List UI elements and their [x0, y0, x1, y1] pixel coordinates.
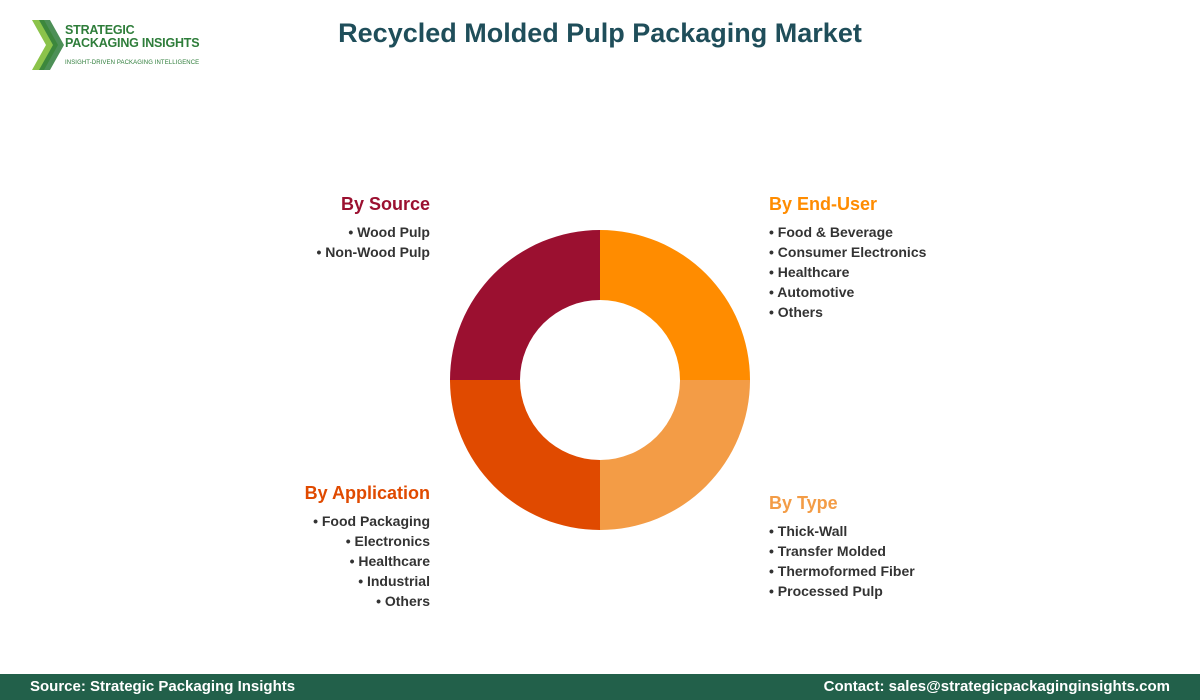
- donut-segment-end-user: [600, 230, 750, 380]
- segment-list-item: • Healthcare: [349, 553, 430, 569]
- segment-title-application: By Application: [304, 483, 430, 503]
- segment-by-application: By Application • Food Packaging • Electro…: [305, 482, 430, 611]
- logo: STRATEGIC PACKAGING INSIGHTS INSIGHT-DRI…: [30, 18, 220, 72]
- logo-tagline: INSIGHT-DRIVEN PACKAGING INTELLIGENCE: [65, 60, 200, 66]
- segment-list-item: • Consumer Electronics: [769, 244, 927, 260]
- segment-list-item: • Transfer Molded: [769, 543, 886, 559]
- logo-chevron-icon: [32, 20, 64, 70]
- footer-source: Source: Strategic Packaging Insights: [30, 678, 296, 695]
- segment-list-item: • Others: [769, 304, 823, 320]
- segment-list-item: • Food Packaging: [313, 513, 430, 529]
- segment-by-end-user: By End-User • Food & Beverage • Consumer …: [769, 193, 926, 322]
- segment-list-item: • Thick-Wall: [769, 523, 848, 539]
- segment-by-source: By Source • Wood Pulp • Non-Wood Pulp: [316, 193, 430, 262]
- segment-list-item: • Non-Wood Pulp: [316, 244, 430, 260]
- logo-text-line1: STRATEGIC: [65, 23, 135, 37]
- segment-title-type: By Type: [769, 493, 838, 513]
- donut-segment-source: [450, 230, 600, 380]
- segment-list-item: • Food & Beverage: [769, 224, 893, 240]
- donut-segment-type: [600, 380, 750, 530]
- donut-segment-application: [450, 380, 600, 530]
- footer-bar: Source: Strategic Packaging Insights Con…: [0, 674, 1200, 700]
- segment-list-item: • Industrial: [358, 573, 430, 589]
- page-title: Recycled Molded Pulp Packaging Market: [338, 18, 862, 48]
- segment-list-item: • Electronics: [345, 533, 430, 549]
- segment-by-type: By Type • Thick-Wall • Transfer Molded • T…: [769, 492, 915, 601]
- segment-list-item: • Thermoformed Fiber: [769, 563, 915, 579]
- segment-list-item: • Others: [376, 593, 430, 609]
- segment-list-item: • Wood Pulp: [348, 224, 430, 240]
- segment-list-item: • Automotive: [769, 284, 855, 300]
- segment-list-item: • Processed Pulp: [769, 583, 883, 599]
- segment-title-source: By Source: [340, 194, 430, 214]
- segment-title-end-user: By End-User: [769, 194, 878, 214]
- segment-list-item: • Healthcare: [769, 264, 850, 280]
- logo-text-line2: PACKAGING INSIGHTS: [65, 36, 200, 50]
- segment-donut: [450, 230, 750, 530]
- footer-contact[interactable]: Contact: sales@strategicpackaginginsight…: [823, 678, 1170, 695]
